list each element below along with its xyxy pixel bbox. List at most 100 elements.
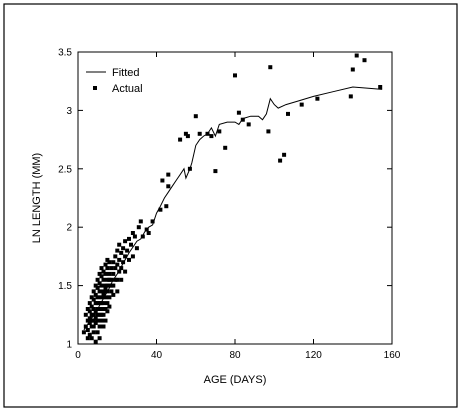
actual-point <box>278 159 282 163</box>
actual-point <box>100 266 104 270</box>
fitted-series <box>84 87 382 330</box>
x-tick-label: 120 <box>305 350 322 361</box>
x-axis-title: AGE (DAYS) <box>204 374 267 386</box>
y-axis-title: LN LENGTH (MM) <box>31 153 43 243</box>
y-tick-label: 3.5 <box>58 48 72 59</box>
actual-point <box>184 132 188 136</box>
actual-point <box>113 266 117 270</box>
x-tick-label: 80 <box>229 350 241 361</box>
x-axis-tick-labels: 0 40 80 120 160 <box>75 350 401 361</box>
actual-point <box>90 336 94 340</box>
actual-point <box>105 301 109 305</box>
actual-point <box>160 179 164 183</box>
actual-point <box>139 219 143 223</box>
actual-point <box>107 305 111 309</box>
actual-point <box>151 219 155 223</box>
actual-point <box>206 132 210 136</box>
actual-point <box>133 235 137 239</box>
actual-point <box>113 254 117 258</box>
actual-point <box>166 173 170 177</box>
actual-point <box>131 254 135 258</box>
actual-point <box>141 235 145 239</box>
actual-point <box>268 65 272 69</box>
actual-point <box>109 289 113 293</box>
actual-point <box>100 284 104 288</box>
actual-point <box>115 289 119 293</box>
actual-point <box>129 243 133 247</box>
actual-point <box>121 260 125 264</box>
y-tick-label: 3 <box>66 106 72 117</box>
actual-point <box>100 319 104 323</box>
actual-point <box>282 153 286 157</box>
y-tick-label: 1.5 <box>58 281 72 292</box>
x-tick-label: 40 <box>151 350 163 361</box>
actual-point <box>135 246 139 250</box>
actual-point <box>98 325 102 329</box>
actual-point <box>104 263 108 267</box>
actual-point <box>315 97 319 101</box>
actual-point <box>363 58 367 62</box>
actual-point <box>166 184 170 188</box>
actual-point <box>98 336 102 340</box>
actual-point <box>86 336 90 340</box>
actual-point <box>92 330 96 334</box>
y-tick-label: 1 <box>66 340 72 351</box>
x-tick-label: 0 <box>75 350 81 361</box>
actual-point <box>105 289 109 293</box>
actual-point <box>117 243 121 247</box>
actual-point <box>111 260 115 264</box>
actual-point <box>102 289 106 293</box>
actual-point <box>86 328 90 332</box>
actual-point <box>147 231 151 235</box>
actual-point <box>104 295 108 299</box>
actual-point <box>349 94 353 98</box>
actual-point <box>223 146 227 150</box>
actual-point <box>198 132 202 136</box>
actual-point <box>92 298 96 302</box>
actual-point <box>100 307 104 311</box>
actual-point <box>92 325 96 329</box>
plot-frame <box>78 52 392 344</box>
actual-point <box>98 289 102 293</box>
actual-point <box>117 270 121 274</box>
actual-point <box>107 272 111 276</box>
actual-point <box>107 295 111 299</box>
legend: Fitted Actual <box>86 67 143 95</box>
actual-point <box>119 251 123 255</box>
actual-point <box>94 340 98 344</box>
actual-point <box>123 270 127 274</box>
actual-point <box>300 103 304 107</box>
actual-point <box>194 114 198 118</box>
actual-point <box>237 111 241 115</box>
actual-point <box>351 68 355 72</box>
actual-point <box>111 284 115 288</box>
actual-point <box>100 274 104 278</box>
actual-point <box>145 228 149 232</box>
x-axis-ticks <box>78 52 392 344</box>
actual-point <box>96 295 100 299</box>
actual-point <box>104 272 108 276</box>
fitted-line <box>84 87 382 330</box>
actual-point <box>125 249 129 253</box>
legend-actual-marker <box>93 86 97 90</box>
actual-point <box>217 129 221 133</box>
actual-point <box>96 330 100 334</box>
actual-point <box>102 301 106 305</box>
actual-point <box>123 254 127 258</box>
legend-fitted-label: Fitted <box>112 67 140 79</box>
actual-point <box>92 313 96 317</box>
actual-point <box>127 237 131 241</box>
actual-point <box>88 309 92 313</box>
actual-point <box>247 122 251 126</box>
actual-point <box>96 319 100 323</box>
actual-point <box>158 208 162 212</box>
actual-point <box>111 272 115 276</box>
actual-point <box>111 293 115 297</box>
actual-point <box>109 266 113 270</box>
actual-point <box>123 239 127 243</box>
actual-point <box>117 258 121 262</box>
actual-point <box>119 266 123 270</box>
actual-point <box>213 169 217 173</box>
